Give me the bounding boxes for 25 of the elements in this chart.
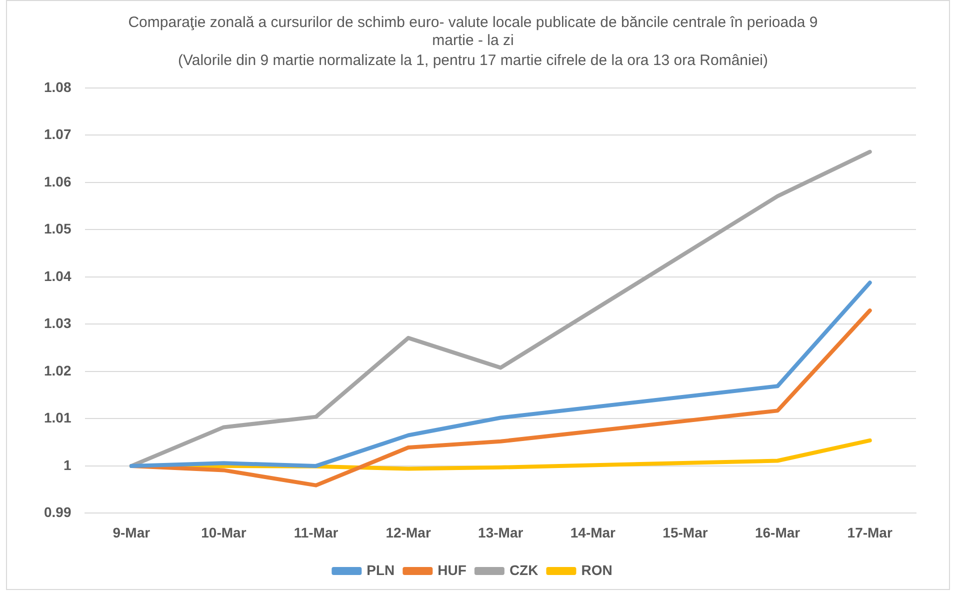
y-tick-label: 1.02 xyxy=(44,362,72,378)
x-tick-label: 15-Mar xyxy=(662,524,708,540)
x-tick-label: 12-Mar xyxy=(386,524,432,540)
legend-label: RON xyxy=(581,562,612,578)
y-tick-label: 1.01 xyxy=(44,410,72,426)
x-tick-label: 16-Mar xyxy=(754,524,801,540)
y-tick-label: 1 xyxy=(63,456,72,473)
chart-subtitle: (Valorile din 9 martie normalizate la 1, pentru 17 martie cifrele de la ora 13 ora României) xyxy=(178,52,768,70)
y-tick-label: 1.07 xyxy=(44,126,72,142)
x-tick-label: 11-Mar xyxy=(294,524,339,540)
chart-title: Comparaţie zonală a cursurilor de schimb euro- valute locale publicate de băncile centrale în perioada 9 martie - la zi xyxy=(128,14,818,50)
y-tick-label: 1.06 xyxy=(44,173,72,190)
y-tick-label: 1.08 xyxy=(44,78,72,95)
y-tick-label: 1.05 xyxy=(44,220,72,237)
x-tick-label: 14-Mar xyxy=(570,524,616,540)
x-tick-label: 9-Mar xyxy=(112,524,151,540)
legend-label: CZK xyxy=(509,562,538,578)
x-tick-label: 10-Mar xyxy=(201,524,247,540)
x-tick-label: 13-Mar xyxy=(478,524,524,540)
y-tick-label: 0.99 xyxy=(44,504,72,520)
x-tick-label: 17-Mar xyxy=(847,524,893,540)
y-tick-label: 1.03 xyxy=(44,315,72,332)
legend-label: PLN xyxy=(366,562,395,578)
legend-label: HUF xyxy=(438,562,467,578)
y-tick-label: 1.04 xyxy=(44,268,72,284)
